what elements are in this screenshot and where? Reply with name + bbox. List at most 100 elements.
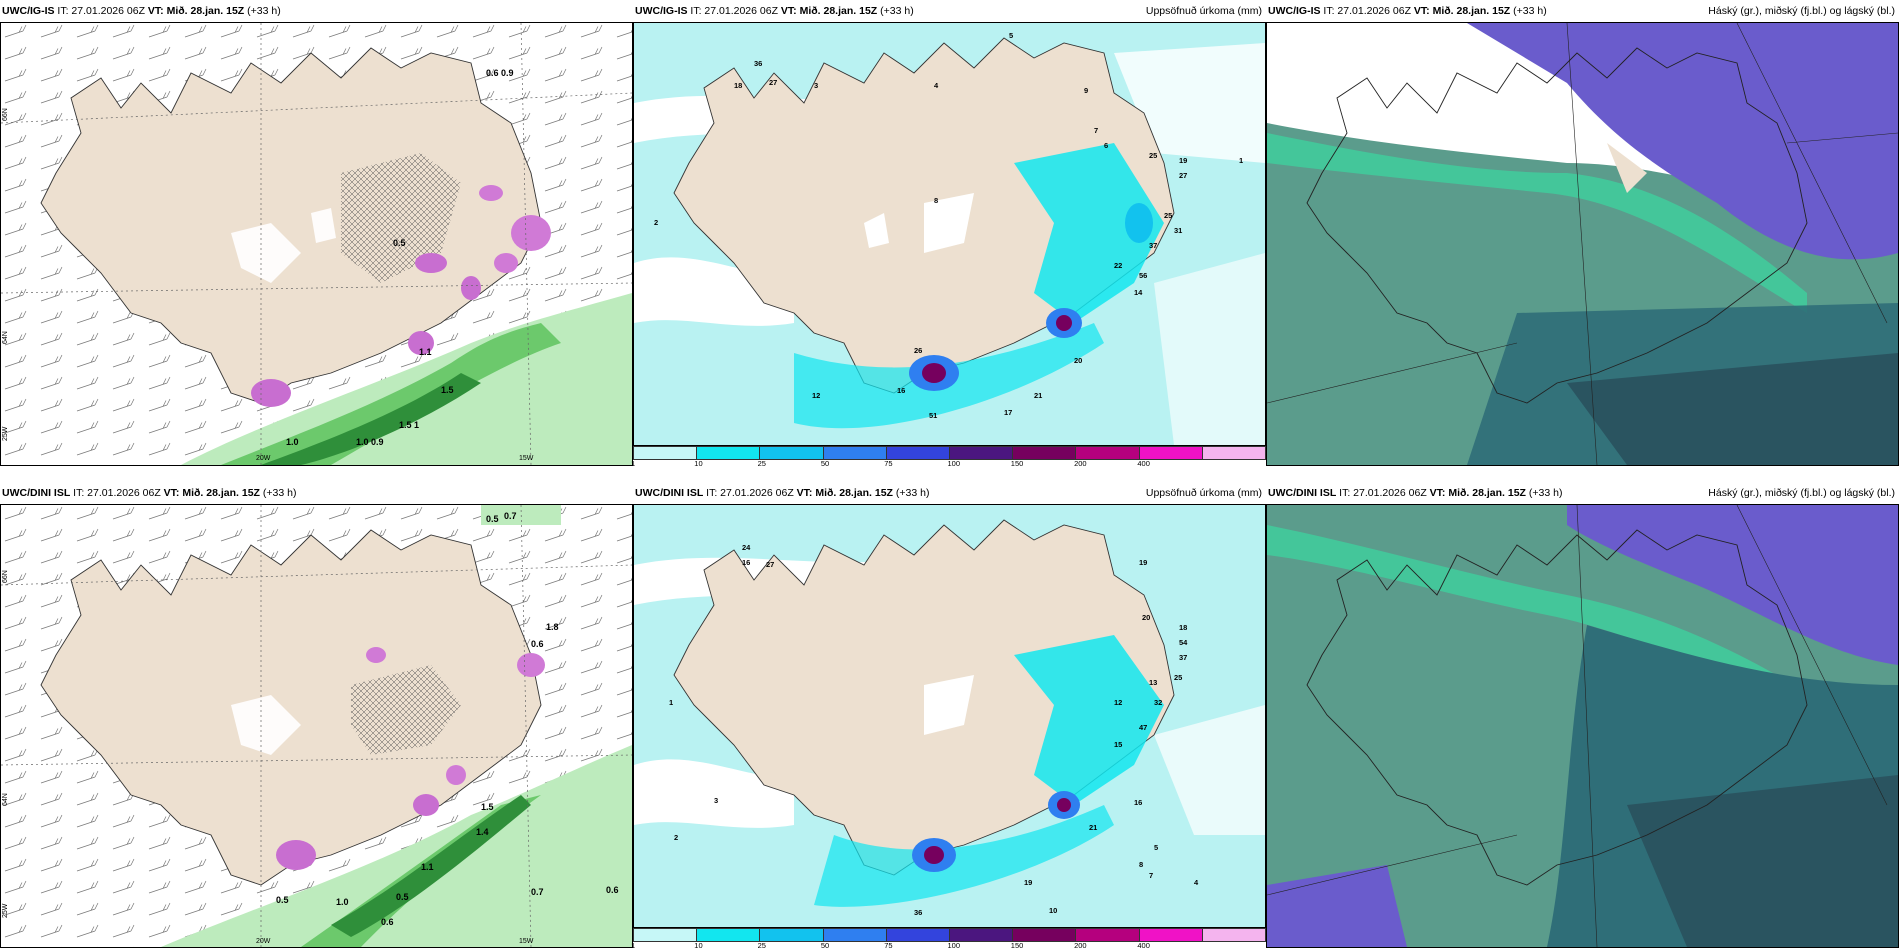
colorbar-swatch bbox=[950, 447, 1014, 459]
lead-time: (+33 h) bbox=[262, 487, 297, 499]
precip-title: Uppsöfnuð úrkoma (mm) bbox=[1145, 487, 1262, 499]
lon-label-25: 25W bbox=[2, 903, 9, 918]
precip-value: 7 bbox=[1094, 126, 1098, 135]
precip-value: 37 bbox=[1179, 653, 1187, 662]
colorbar-swatch bbox=[1076, 447, 1140, 459]
colorbar-swatch bbox=[697, 447, 761, 459]
precip-value: 20 bbox=[1142, 613, 1150, 622]
panel-wind-dini: UWC/DINI ISL IT: 27.01.2026 06Z VT: Mið.… bbox=[0, 482, 633, 948]
cloud-map[interactable] bbox=[1266, 22, 1899, 466]
precip-value: 15 bbox=[1114, 740, 1122, 749]
precip-value: 5 bbox=[1009, 31, 1013, 40]
lat-label-64: 64N bbox=[2, 331, 9, 344]
precip-value: 18 bbox=[734, 81, 742, 90]
valid-time-label: VT: bbox=[796, 487, 813, 499]
precip-value: 17 bbox=[1004, 408, 1012, 417]
lon-label-15: 15W bbox=[519, 455, 534, 462]
init-time: IT: 27.01.2026 06Z bbox=[73, 487, 161, 499]
wind-label: 1.4 bbox=[476, 827, 489, 837]
wind-label: 0.7 bbox=[531, 887, 544, 897]
wind-label: 0.6 bbox=[486, 68, 499, 78]
panel-cloud-dini: UWC/DINI ISL IT: 27.01.2026 06Z VT: Mið.… bbox=[1266, 482, 1899, 948]
wind-label: 1.8 bbox=[546, 622, 559, 632]
colorbar-swatch bbox=[1013, 929, 1077, 941]
precip-value: 1 bbox=[1239, 156, 1243, 165]
colorbar-swatch bbox=[697, 929, 761, 941]
precip-value: 16 bbox=[742, 558, 750, 567]
panel-wind-igis: UWC/IG-IS IT: 27.01.2026 06Z VT: Mið. 28… bbox=[0, 0, 633, 466]
wind-label: 0.5 bbox=[396, 892, 409, 902]
colorbar-tick: 25 bbox=[757, 941, 766, 950]
precip-map[interactable]: 36 18 27 25 19 27 25 37 31 56 14 22 20 2… bbox=[633, 22, 1266, 446]
wind-label: 1.1 bbox=[419, 347, 432, 357]
precip-value: 2 bbox=[674, 833, 678, 842]
lead-time: (+33 h) bbox=[1528, 487, 1563, 499]
precip-value: 56 bbox=[1139, 271, 1147, 280]
panel-header: UWC/DINI ISL IT: 27.01.2026 06Z VT: Mið.… bbox=[1266, 482, 1899, 504]
panel-header: UWC/IG-IS IT: 27.01.2026 06Z VT: Mið. 28… bbox=[633, 0, 1266, 22]
valid-time-label: VT: bbox=[163, 487, 180, 499]
colorbar-swatch bbox=[1202, 447, 1266, 459]
colorbar-swatch bbox=[886, 447, 951, 459]
precip-value: 24 bbox=[742, 543, 751, 552]
precip-value: 9 bbox=[1084, 86, 1088, 95]
cloud-title: Háský (gr.), miðský (fj.bl.) og lágský (… bbox=[1708, 487, 1895, 499]
valid-time: Mið. 28.jan. 15Z bbox=[182, 487, 260, 499]
wind-label: 1.5 bbox=[441, 385, 454, 395]
colorbar-tick: 50 bbox=[820, 459, 830, 468]
init-time: IT: 27.01.2026 06Z bbox=[1323, 5, 1411, 17]
lon-label-15: 15W bbox=[519, 938, 534, 945]
precip-value: 32 bbox=[1154, 698, 1162, 707]
precip-value: 51 bbox=[929, 411, 937, 420]
precip-value: 18 bbox=[1179, 623, 1187, 632]
cloud-map[interactable] bbox=[1266, 504, 1899, 948]
valid-time-label: VT: bbox=[147, 5, 164, 17]
precip-value: 19 bbox=[1139, 558, 1147, 567]
wind-label: 0.6 bbox=[531, 639, 544, 649]
wind-label: 1.0 bbox=[336, 897, 349, 907]
iceland-outline bbox=[1306, 47, 1808, 404]
precip-value: 8 bbox=[1139, 860, 1143, 869]
wind-label: 0.7 bbox=[504, 511, 517, 521]
precip-colorbar: 1 10 25 50 75 100 150 200 400 bbox=[631, 446, 1266, 468]
wind-label: 0.6 bbox=[381, 917, 394, 927]
precip-map[interactable]: 24 16 27 19 20 18 54 37 25 32 47 15 13 1… bbox=[633, 504, 1266, 928]
colorbar-tick: 10 bbox=[694, 941, 703, 950]
colorbar-tick: 150 bbox=[1010, 941, 1024, 950]
precip-value: 25 bbox=[1174, 673, 1182, 682]
lead-time: (+33 h) bbox=[880, 5, 914, 17]
colorbar-swatch bbox=[1139, 447, 1203, 459]
colorbar-tick: 100 bbox=[947, 459, 961, 468]
colorbar-swatch bbox=[823, 929, 887, 941]
panel-precip-igis: UWC/IG-IS IT: 27.01.2026 06Z VT: Mið. 28… bbox=[631, 0, 1266, 468]
precip-value: 12 bbox=[812, 391, 820, 400]
iceland-outline bbox=[1306, 529, 1808, 886]
precip-value: 12 bbox=[1114, 698, 1122, 707]
precip-value: 1 bbox=[669, 698, 673, 707]
wind-map[interactable]: 66N 64N 25W 20W 15W 0.5 0.7 1.8 0.6 0.5 … bbox=[0, 504, 633, 948]
model-name: UWC/IG-IS bbox=[1268, 5, 1321, 17]
precip-value: 5 bbox=[1154, 843, 1158, 852]
lead-time: (+33 h) bbox=[895, 487, 930, 499]
panel-header: UWC/DINI ISL IT: 27.01.2026 06Z VT: Mið.… bbox=[0, 482, 633, 504]
colorbar-tick: 25 bbox=[757, 459, 766, 468]
lon-label-25: 25W bbox=[2, 426, 9, 441]
model-name: UWC/IG-IS bbox=[635, 5, 688, 17]
precip-value: 26 bbox=[914, 346, 922, 355]
precip-value: 27 bbox=[766, 560, 774, 569]
colorbar-swatch bbox=[886, 929, 951, 941]
colorbar-swatch bbox=[634, 929, 698, 941]
colorbar-swatch bbox=[1076, 929, 1140, 941]
colorbar-tick: 400 bbox=[1137, 941, 1150, 950]
colorbar-tick: 200 bbox=[1074, 459, 1087, 468]
wind-label: 1.5 bbox=[481, 802, 494, 812]
wind-label: 0.5 bbox=[393, 238, 406, 248]
precip-value: 27 bbox=[769, 78, 777, 87]
wind-label: 0.6 bbox=[606, 885, 619, 895]
wind-label: 1.0 0.9 bbox=[356, 437, 384, 447]
colorbar-tick: 200 bbox=[1074, 941, 1087, 950]
precip-value: 16 bbox=[897, 386, 905, 395]
lat-label-66: 66N bbox=[2, 108, 9, 121]
lon-label-20: 20W bbox=[256, 455, 271, 462]
wind-map[interactable]: 66N 64N 25W 20W 15W 0.6 0.9 0.5 1.1 1.5 … bbox=[0, 22, 633, 466]
